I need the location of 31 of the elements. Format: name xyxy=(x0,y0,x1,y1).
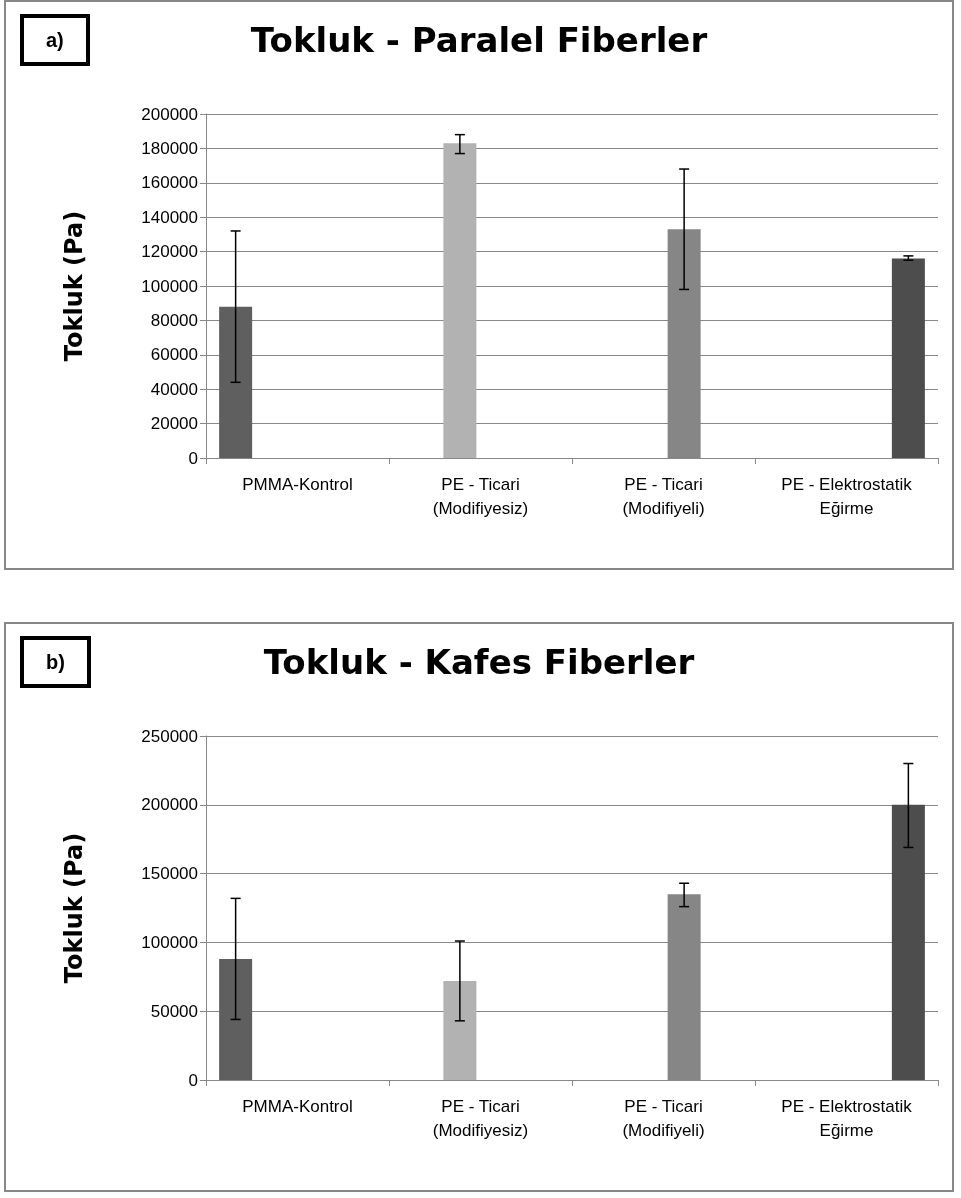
y-tick-label: 250000 xyxy=(141,726,198,746)
text: a) xyxy=(46,29,64,51)
y-tick-label: 200000 xyxy=(141,795,198,815)
text: b) xyxy=(46,651,65,673)
x-tick-label: PE - Ticari (Modifiyesiz) xyxy=(432,1096,529,1140)
y-axis-title: Tokluk (Pa) xyxy=(60,210,88,362)
x-tick-label: PE - Elektrostatik Eğirme xyxy=(781,1096,913,1140)
y-tick-label: 100000 xyxy=(141,276,198,296)
y-tick-label: 180000 xyxy=(141,138,198,158)
x-tick-label: PE - Ticari (Modifiyesiz) xyxy=(432,474,529,518)
y-tick-label: 0 xyxy=(188,448,198,468)
x-tick-label: PMMA-Kontrol xyxy=(242,1096,353,1116)
y-tick-label: 160000 xyxy=(141,173,198,193)
y-tick-label: 120000 xyxy=(141,242,198,262)
x-tick-label: PE - Ticari (Modifiyeli) xyxy=(622,474,705,518)
y-tick-label: 140000 xyxy=(141,207,198,227)
y-tick-label: 40000 xyxy=(150,379,198,399)
x-tick-label: PE - Elektrostatik Eğirme xyxy=(781,474,913,518)
chart-title: Tokluk - Kafes Fiberler xyxy=(263,642,695,682)
y-tick-label: 150000 xyxy=(141,864,198,884)
x-tick-label: PMMA-Kontrol xyxy=(242,474,353,494)
x-tick-label: PE - Ticari (Modifiyeli) xyxy=(622,1096,705,1140)
y-tick-label: 200000 xyxy=(141,104,198,124)
y-axis-title: Tokluk (Pa) xyxy=(60,832,88,984)
chart-title: Tokluk - Paralel Fiberler xyxy=(250,20,708,60)
y-tick-label: 60000 xyxy=(150,345,198,365)
y-tick-label: 100000 xyxy=(141,932,198,952)
y-tick-label: 50000 xyxy=(150,1001,198,1021)
y-tick-label: 0 xyxy=(188,1070,198,1090)
y-tick-label: 20000 xyxy=(150,414,198,434)
y-tick-label: 80000 xyxy=(150,310,198,330)
